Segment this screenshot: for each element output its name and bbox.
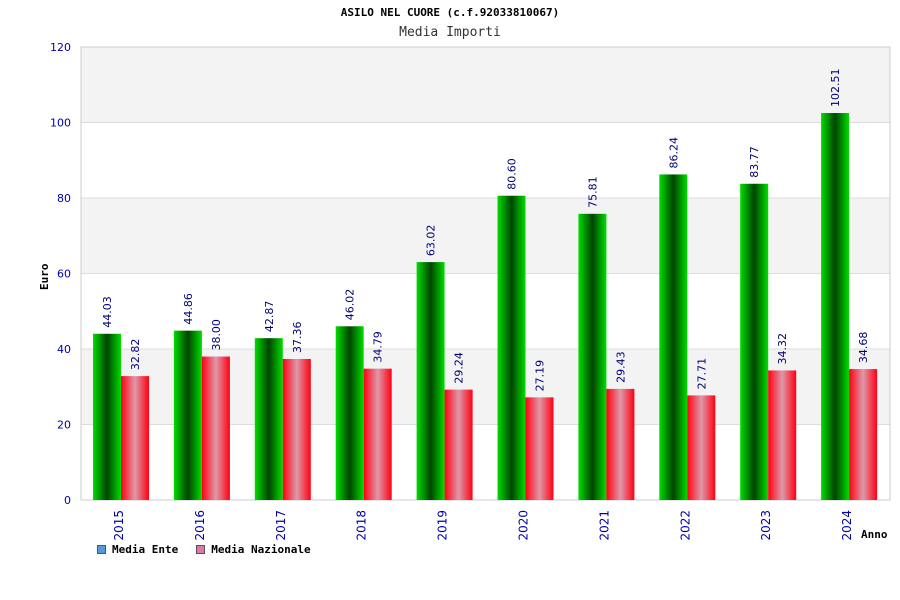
bar-ente (173, 330, 202, 500)
x-tick-label: 2024 (840, 510, 854, 541)
bar-nazionale (849, 369, 878, 500)
bar-nazionale (282, 358, 311, 500)
x-tick-label: 2015 (112, 510, 126, 541)
data-label: 34.68 (857, 332, 870, 364)
data-label: 46.02 (344, 289, 357, 321)
grid-band (81, 198, 890, 274)
legend-label-nazionale: Media Nazionale (211, 543, 311, 556)
bar-ente (416, 262, 445, 500)
x-tick-label: 2020 (517, 510, 531, 541)
bar-nazionale (363, 368, 392, 500)
data-label: 42.87 (263, 301, 276, 333)
y-tick-label: 100 (50, 117, 71, 130)
bar-ente (578, 213, 607, 500)
bar-ente (659, 174, 688, 500)
y-tick-label: 80 (57, 192, 71, 205)
legend-item-nazionale: Media Nazionale (196, 543, 311, 556)
bar-nazionale (768, 370, 797, 500)
bar-ente (93, 333, 121, 500)
x-tick-label: 2022 (678, 510, 692, 541)
data-label: 27.19 (534, 360, 547, 392)
data-label: 44.86 (182, 293, 195, 325)
data-label: 86.24 (667, 137, 680, 169)
grid-band (81, 47, 890, 123)
data-label: 102.51 (829, 69, 842, 108)
x-axis-label: Anno (861, 528, 888, 541)
data-label: 29.43 (614, 351, 627, 383)
legend-swatch-nazionale (196, 545, 206, 554)
x-tick-label: 2017 (274, 510, 288, 541)
y-tick-label: 120 (50, 41, 71, 54)
chart-title: ASILO NEL CUORE (c.f.92033810067) (340, 6, 560, 19)
data-label: 38.00 (210, 319, 223, 351)
legend-label-ente: Media Ente (112, 543, 179, 556)
data-label: 29.24 (453, 352, 466, 384)
bar-ente (335, 326, 364, 500)
x-tick-label: 2019 (436, 510, 450, 541)
bar-ente (740, 183, 769, 500)
legend-swatch-ente (97, 545, 106, 554)
y-tick-label: 40 (57, 343, 71, 356)
y-tick-label: 0 (64, 494, 71, 507)
bar-ente (821, 113, 850, 500)
legend-item-ente: Media Ente (97, 543, 178, 556)
bar-nazionale (121, 376, 149, 500)
data-label: 44.03 (101, 296, 114, 328)
data-label: 34.32 (776, 333, 789, 365)
data-label: 32.82 (129, 339, 142, 371)
bar-ente (497, 195, 526, 501)
data-label: 27.71 (695, 358, 708, 390)
plot-border (80, 46, 891, 501)
x-tick-label: 2016 (193, 510, 207, 541)
data-label: 83.77 (748, 146, 761, 178)
chart-legend: Media Ente Media Nazionale (97, 543, 311, 556)
bar-nazionale (687, 395, 716, 500)
bar-nazionale (525, 397, 554, 500)
x-tick-label: 2021 (597, 510, 611, 541)
y-tick-label: 60 (57, 268, 71, 281)
chart-subtitle: Media Importi (399, 25, 501, 40)
x-tick-label: 2018 (355, 510, 369, 541)
x-tick-label: 2023 (759, 510, 773, 541)
data-label: 63.02 (425, 225, 438, 257)
bar-nazionale (444, 389, 473, 500)
bar-nazionale (606, 388, 635, 500)
bar-nazionale (201, 356, 230, 500)
bar-ente (254, 338, 283, 500)
data-label: 37.36 (291, 321, 304, 353)
data-label: 80.60 (506, 158, 519, 190)
data-label: 75.81 (586, 176, 599, 208)
y-tick-label: 20 (57, 419, 71, 432)
data-label: 34.79 (372, 331, 385, 363)
